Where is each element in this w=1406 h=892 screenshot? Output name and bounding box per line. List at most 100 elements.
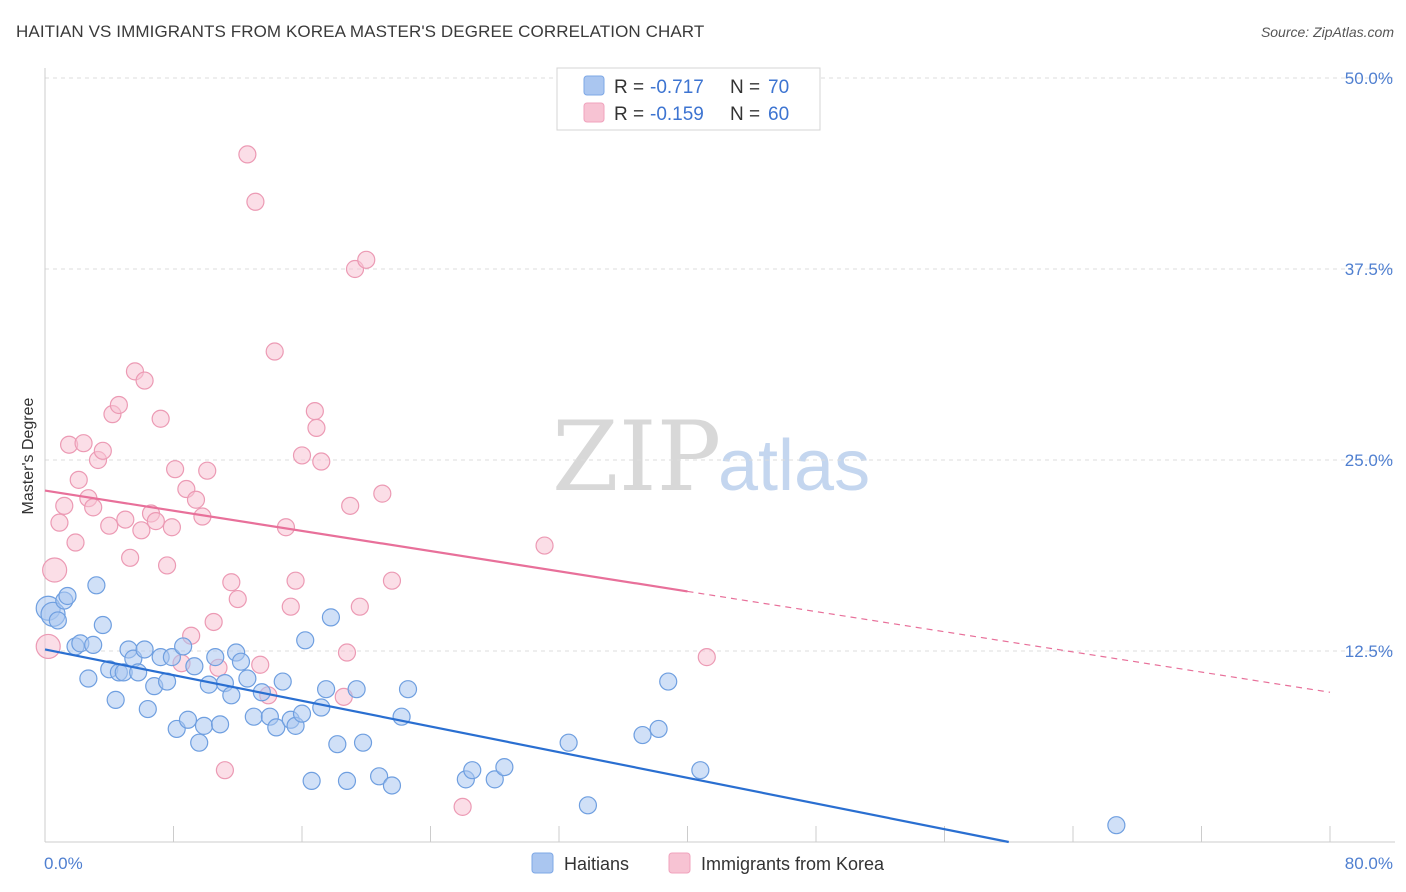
haitians-point [194, 716, 214, 735]
haitians-point [382, 776, 402, 795]
haitians-point [578, 796, 598, 815]
legend-r-value-korea: -0.159 [650, 104, 704, 125]
korea-point [198, 461, 217, 480]
legend-swatch-haitians [583, 75, 605, 96]
haitians-point [302, 771, 321, 790]
legend-swatch-korea [583, 102, 605, 123]
korea-point [35, 633, 61, 660]
y-tick-label: 50.0% [1345, 69, 1393, 88]
korea-point [66, 533, 85, 552]
korea-point [265, 342, 284, 361]
haitians-point [190, 733, 209, 752]
korea-point [215, 761, 234, 780]
haitians-point [244, 707, 263, 726]
korea-point [357, 250, 376, 269]
korea-point [121, 548, 140, 567]
haitians-point [273, 672, 292, 691]
bottom-legend-label-korea: Immigrants from Korea [701, 854, 885, 874]
haitians-point [353, 733, 373, 752]
korea-point [84, 498, 103, 517]
korea-point [42, 557, 68, 583]
korea-trend-extension [687, 590, 1331, 693]
legend-r-label-haitians: R = [614, 77, 644, 98]
korea-point [222, 573, 241, 592]
haitians-point [559, 733, 578, 752]
haitians-point [292, 704, 312, 723]
korea-point [286, 571, 305, 590]
haitians-point [370, 767, 389, 786]
haitians-point [316, 680, 336, 699]
korea-point [55, 496, 74, 515]
legend-n-label-korea: N = [730, 104, 760, 125]
haitians-point [633, 725, 652, 745]
haitians-point [649, 719, 668, 739]
korea-point [373, 484, 392, 503]
korea-point [292, 446, 312, 465]
korea-point [146, 512, 165, 531]
haitians-point [106, 690, 125, 709]
watermark-atlas: atlas [718, 426, 870, 506]
haitians-point [185, 657, 204, 676]
legend-r-value-haitians: -0.717 [650, 77, 704, 98]
haitians-point [1107, 816, 1126, 835]
series-legend: Haitians Immigrants from Korea [531, 852, 885, 874]
haitians-point [463, 761, 482, 780]
korea-point [337, 643, 357, 662]
legend-r-label-korea: R = [614, 104, 644, 125]
korea-point [453, 797, 472, 816]
korea-point [151, 409, 170, 428]
legend-n-value-haitians: 70 [768, 77, 789, 98]
haitians-point [84, 635, 103, 654]
y-axis-tick-labels: 12.5% 25.0% 37.5% 50.0% [1345, 69, 1393, 661]
korea-point [305, 402, 324, 421]
bottom-legend-swatch-haitians [531, 852, 554, 874]
korea-point [204, 612, 223, 632]
korea-trend-line [44, 489, 688, 593]
y-tick-label: 25.0% [1345, 451, 1393, 470]
haitians-point [347, 680, 366, 699]
korea-point [251, 655, 270, 674]
x-tick-label-max: 80.0% [1345, 854, 1393, 873]
korea-point [535, 536, 554, 555]
haitians-point [485, 770, 504, 789]
korea-point [162, 518, 181, 537]
haitians-point [691, 761, 710, 780]
korea-point [312, 452, 331, 471]
korea-point [74, 434, 93, 453]
korea-point [109, 395, 128, 415]
korea-point [228, 589, 247, 609]
korea-point [697, 648, 716, 667]
haitians-trend-line [44, 648, 1009, 844]
korea-point [116, 510, 135, 529]
bottom-legend-swatch-korea [668, 852, 691, 874]
korea-point [382, 571, 402, 590]
watermark-zip: ZIP [552, 401, 721, 513]
korea-point [350, 597, 369, 616]
haitians-point [48, 611, 67, 630]
haitians-point [495, 758, 514, 777]
haitians-point [178, 710, 198, 729]
legend-n-value-korea: 60 [768, 104, 789, 125]
korea-point [186, 490, 206, 509]
haitians-point [87, 576, 106, 595]
legend-n-label-haitians: N = [730, 77, 760, 98]
trend-lines [44, 489, 1331, 844]
correlation-legend: R = -0.717 N = 70 R = -0.159 N = 60 [556, 67, 821, 131]
x-axis-ticks [44, 826, 1331, 842]
haitians-point [312, 698, 331, 717]
chart-title: HAITIAN VS IMMIGRANTS FROM KOREA MASTER'… [16, 22, 705, 41]
bottom-legend-label-haitians: Haitians [564, 854, 629, 874]
haitians-point [659, 672, 678, 691]
haitians-point [93, 615, 112, 635]
korea-point [281, 597, 300, 616]
haitians-point [138, 699, 157, 719]
y-tick-label: 37.5% [1345, 260, 1393, 279]
korea-point [238, 145, 257, 164]
haitians-point [58, 586, 77, 606]
grid-lines [45, 77, 1395, 652]
korea-point [166, 460, 185, 479]
haitians-point [238, 669, 257, 688]
haitians-point [267, 718, 286, 737]
source-credit: Source: ZipAtlas.com [1260, 24, 1394, 40]
